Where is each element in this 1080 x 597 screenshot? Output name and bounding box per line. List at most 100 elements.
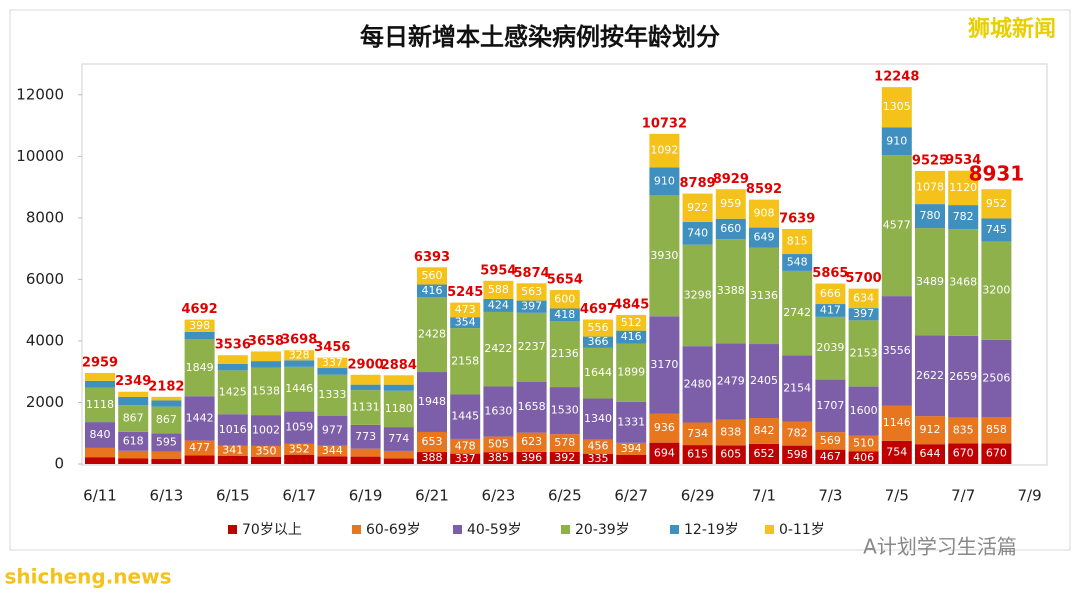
watermark: A计划学习生活篇 xyxy=(863,535,1017,559)
data-label: 1118 xyxy=(86,398,114,411)
bar-segment xyxy=(881,405,912,441)
data-label: 394 xyxy=(621,442,642,455)
bar-segment xyxy=(251,351,281,362)
data-label: 653 xyxy=(422,435,443,448)
data-label: 1002 xyxy=(252,424,280,437)
total-label: 5954 xyxy=(480,263,516,278)
data-label: 754 xyxy=(886,445,907,458)
data-label: 417 xyxy=(820,303,841,316)
data-label: 740 xyxy=(687,226,708,239)
bar-segment xyxy=(583,398,613,440)
watermark: shicheng.news xyxy=(5,565,172,589)
data-label: 977 xyxy=(322,424,343,437)
data-label: 1078 xyxy=(916,181,944,194)
data-label: 1331 xyxy=(617,415,645,428)
data-label: 416 xyxy=(422,284,443,297)
bar-segment xyxy=(151,406,182,434)
data-label: 910 xyxy=(654,174,675,187)
data-label: 1340 xyxy=(584,412,612,425)
bar-segment xyxy=(583,336,613,348)
data-label: 774 xyxy=(388,432,409,445)
bar-segment xyxy=(549,308,580,322)
bar-segment xyxy=(483,436,514,453)
bar-segment xyxy=(151,458,182,464)
bar-segment xyxy=(649,133,680,168)
bar-segment xyxy=(284,366,315,412)
bar-segment xyxy=(682,422,713,446)
bar-segment xyxy=(217,370,248,415)
data-label: 406 xyxy=(853,451,874,464)
data-label: 510 xyxy=(853,437,874,450)
total-label: 8931 xyxy=(969,162,1025,186)
data-label: 2136 xyxy=(551,347,579,360)
bar-segment xyxy=(649,413,680,443)
data-label: 416 xyxy=(621,330,642,343)
y-tick-label: 6000 xyxy=(26,270,64,288)
bar-segment xyxy=(85,372,115,381)
legend-swatch xyxy=(670,525,679,534)
data-label: 556 xyxy=(588,321,609,334)
total-label: 5865 xyxy=(812,266,848,281)
data-label: 2154 xyxy=(783,381,811,394)
plot-area xyxy=(81,63,1048,466)
bar-segment xyxy=(317,368,348,375)
bar-segment xyxy=(782,355,813,422)
data-label: 615 xyxy=(687,448,708,461)
bar-segment xyxy=(217,355,248,364)
total-label: 4845 xyxy=(613,297,649,312)
data-label: 392 xyxy=(554,451,575,464)
bar-segment xyxy=(749,344,779,419)
data-label: 366 xyxy=(588,335,609,348)
total-label: 6393 xyxy=(414,250,450,265)
bar-segment xyxy=(616,442,647,455)
bar-segment xyxy=(383,458,414,464)
bar-segment xyxy=(350,374,381,385)
bar-segment xyxy=(981,416,1012,444)
data-label: 835 xyxy=(953,424,974,437)
bar-segment xyxy=(682,193,713,222)
data-label: 694 xyxy=(654,446,675,459)
x-tick-label: 7/3 xyxy=(818,487,842,505)
data-label: 1442 xyxy=(186,411,214,424)
chart-title: 每日新增本土感染病例按年龄划分 xyxy=(360,23,720,51)
x-tick-label: 6/29 xyxy=(681,487,715,505)
legend-label: 60-69岁 xyxy=(366,522,421,538)
total-label: 9525 xyxy=(912,153,948,168)
bar-segment xyxy=(284,454,315,464)
bar-segment xyxy=(981,339,1012,417)
bar-segment xyxy=(217,455,248,464)
bar-segment xyxy=(749,199,779,228)
bar-segment xyxy=(217,445,248,456)
x-tick-label: 6/27 xyxy=(614,487,648,505)
bar-segment xyxy=(118,405,149,432)
data-label: 1707 xyxy=(816,399,844,412)
data-label: 745 xyxy=(986,223,1007,236)
bar-segment xyxy=(583,453,613,464)
data-label: 2622 xyxy=(916,369,944,382)
data-label: 477 xyxy=(189,441,210,454)
data-label: 2422 xyxy=(484,342,512,355)
data-label: 2506 xyxy=(982,371,1010,384)
x-tick-label: 7/7 xyxy=(951,487,975,505)
data-label: 344 xyxy=(322,444,343,457)
data-label: 396 xyxy=(521,451,542,464)
data-label: 3388 xyxy=(717,284,745,297)
data-label: 3136 xyxy=(750,289,778,302)
data-label: 548 xyxy=(787,255,808,268)
data-label: 3556 xyxy=(883,344,911,357)
total-label: 12248 xyxy=(874,70,919,85)
bar-segment xyxy=(118,396,149,406)
data-label: 505 xyxy=(488,437,509,450)
data-label: 605 xyxy=(720,448,741,461)
data-label: 840 xyxy=(90,428,111,441)
bar-segment xyxy=(915,444,945,464)
total-label: 7639 xyxy=(779,211,815,226)
legend-swatch xyxy=(352,525,361,534)
bar-segment xyxy=(350,384,381,391)
total-label: 8592 xyxy=(746,182,782,197)
data-label: 1849 xyxy=(186,361,214,374)
bar-segment xyxy=(118,391,149,397)
data-label: 337 xyxy=(322,356,343,369)
bar-segment xyxy=(450,438,481,454)
bar-segment xyxy=(549,434,580,452)
